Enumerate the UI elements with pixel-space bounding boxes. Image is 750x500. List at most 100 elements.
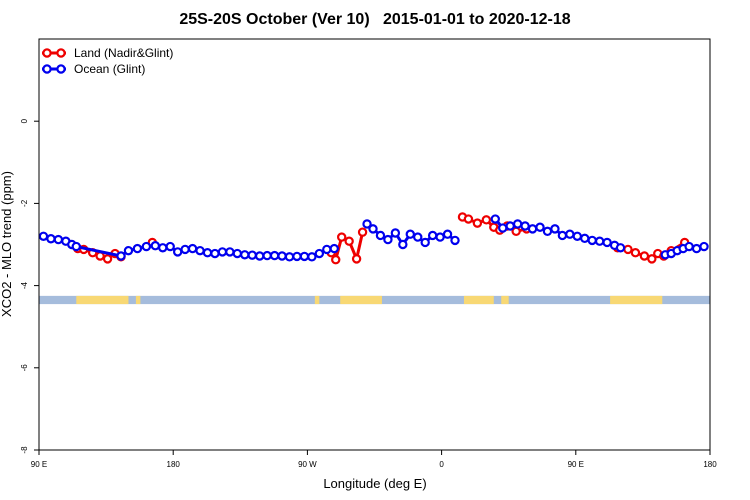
data-point [362, 219, 372, 229]
x-axis-label: Longitude (deg E) [323, 476, 426, 491]
data-point [150, 241, 161, 251]
data-point [351, 254, 362, 264]
x-tick-label: 90 E [568, 460, 584, 469]
land-segment [314, 295, 320, 305]
legend-label: Land (Nadir&Glint) [74, 46, 173, 60]
data-point [357, 227, 368, 237]
data-point [53, 234, 64, 245]
data-point [481, 215, 492, 225]
data-point [535, 222, 545, 232]
data-point [284, 252, 295, 262]
legend-marker [56, 64, 66, 74]
data-point [615, 243, 626, 253]
data-point [550, 224, 560, 234]
data-point [512, 219, 523, 229]
x-axis: 90 E 180 90 W 0 90 E 180 [31, 450, 717, 469]
legend-item: Ocean (Glint) [42, 62, 145, 76]
land-segment [501, 295, 509, 305]
legend-label: Ocean (Glint) [74, 62, 145, 76]
data-point [172, 247, 183, 257]
data-point [587, 235, 597, 246]
data-point [344, 236, 354, 246]
series-layer [38, 212, 709, 265]
data-point [225, 247, 235, 257]
data-point [322, 244, 332, 255]
data-point [307, 252, 317, 262]
data-point [490, 214, 500, 224]
data-point [580, 233, 590, 244]
data-point [435, 232, 445, 242]
data-point [398, 239, 408, 250]
legend-marker [42, 64, 52, 74]
data-point [542, 226, 553, 237]
data-point [269, 250, 280, 261]
data-point [299, 251, 310, 262]
data-point [158, 243, 168, 253]
legend-marker [42, 48, 52, 58]
x-tick-label: 90 E [31, 460, 47, 469]
data-point [383, 234, 393, 245]
data-point [442, 229, 453, 239]
data-point [557, 230, 568, 241]
data-point [647, 254, 657, 264]
data-point [498, 223, 508, 233]
data-point [594, 236, 605, 246]
data-point [684, 241, 694, 252]
data-point [450, 235, 460, 246]
x-tick-label: 90 W [298, 460, 317, 469]
data-point [427, 230, 438, 241]
land-segment [463, 295, 494, 305]
land-ocean-strip [39, 295, 710, 305]
data-point [217, 247, 228, 257]
y-tick-label: -8 [20, 446, 29, 454]
data-point [292, 251, 302, 262]
land-segment [135, 295, 141, 305]
series-ocean [38, 214, 709, 262]
data-point [368, 224, 378, 234]
data-point [572, 231, 582, 241]
data-point [116, 251, 126, 261]
land-segment [610, 295, 663, 305]
data-point [639, 251, 650, 261]
data-point [314, 248, 325, 259]
data-point [165, 241, 175, 252]
legend: Land (Nadir&Glint) Ocean (Glint) [42, 46, 173, 76]
data-point [602, 237, 612, 248]
data-point [187, 243, 198, 254]
data-point [472, 218, 483, 228]
data-point [565, 229, 575, 239]
data-point [623, 244, 633, 255]
data-point [132, 243, 143, 254]
data-point [195, 245, 205, 256]
y-axis-label: XCO2 - MLO trend (ppm) [0, 171, 14, 317]
x-tick-label: 180 [167, 460, 181, 469]
data-point [505, 221, 515, 231]
y-axis: 0 -2 -4 -6 -8 [20, 118, 39, 454]
y-tick-label: -6 [20, 364, 29, 372]
data-point [463, 214, 474, 224]
data-point [46, 234, 56, 244]
data-point [699, 241, 709, 252]
y-tick-label: -2 [20, 199, 29, 207]
data-point [240, 250, 250, 260]
data-point [413, 232, 423, 242]
data-point [38, 231, 49, 241]
plot-frame [38, 38, 711, 451]
land-segment [76, 295, 129, 305]
y-tick-label: 0 [20, 118, 29, 123]
data-point [102, 254, 113, 264]
data-point [247, 250, 257, 260]
land-segment [340, 295, 382, 305]
data-point [123, 245, 134, 256]
data-point [202, 248, 213, 258]
data-point [405, 229, 415, 239]
data-point [420, 237, 430, 248]
data-point [630, 248, 641, 258]
data-point [691, 243, 702, 254]
data-point [71, 241, 81, 252]
data-point [277, 251, 287, 261]
x-tick-label: 180 [703, 460, 717, 469]
data-point [254, 251, 265, 261]
data-point [329, 243, 339, 254]
